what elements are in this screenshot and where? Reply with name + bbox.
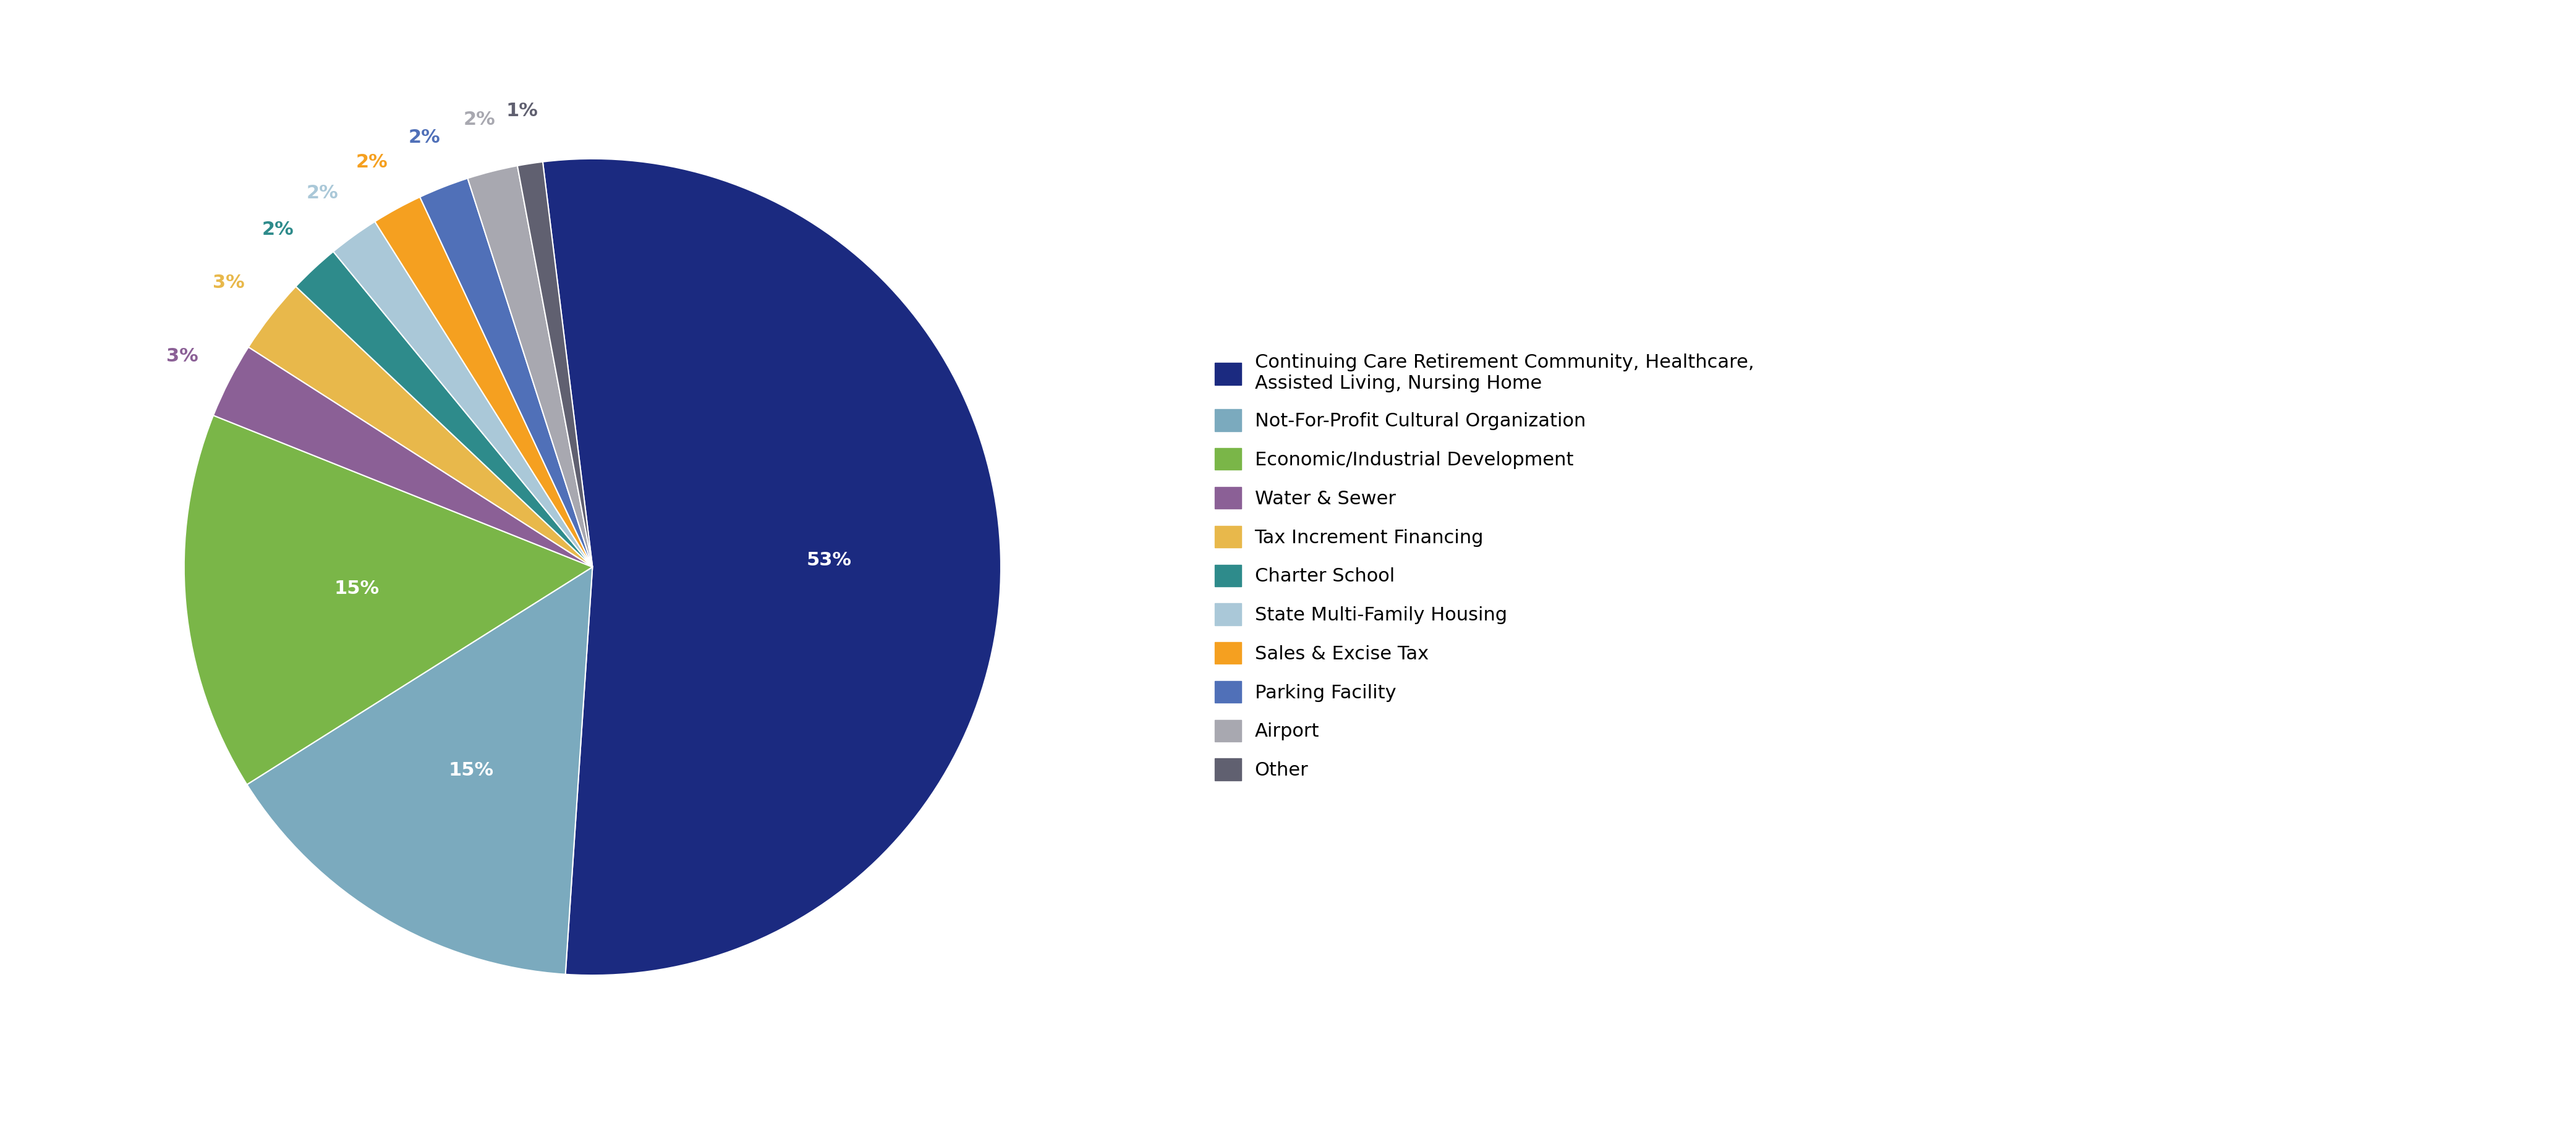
Wedge shape <box>214 347 592 567</box>
Wedge shape <box>518 162 592 567</box>
Wedge shape <box>183 415 592 785</box>
Text: 2%: 2% <box>355 153 386 171</box>
Wedge shape <box>420 178 592 567</box>
Text: 3%: 3% <box>214 274 245 291</box>
Wedge shape <box>296 252 592 567</box>
Wedge shape <box>332 221 592 567</box>
Text: 15%: 15% <box>335 579 379 598</box>
Text: 2%: 2% <box>407 128 440 146</box>
Text: 15%: 15% <box>448 761 495 779</box>
Wedge shape <box>469 166 592 567</box>
Text: 2%: 2% <box>263 221 294 238</box>
Wedge shape <box>247 287 592 567</box>
Text: 2%: 2% <box>464 111 495 129</box>
Text: 2%: 2% <box>307 184 337 202</box>
Text: 3%: 3% <box>165 347 198 365</box>
Legend: Continuing Care Retirement Community, Healthcare,
Assisted Living, Nursing Home,: Continuing Care Retirement Community, He… <box>1216 354 1754 780</box>
Wedge shape <box>544 159 1002 975</box>
Wedge shape <box>376 197 592 567</box>
Text: 1%: 1% <box>505 102 538 120</box>
Wedge shape <box>247 567 592 974</box>
Text: 53%: 53% <box>806 551 853 569</box>
